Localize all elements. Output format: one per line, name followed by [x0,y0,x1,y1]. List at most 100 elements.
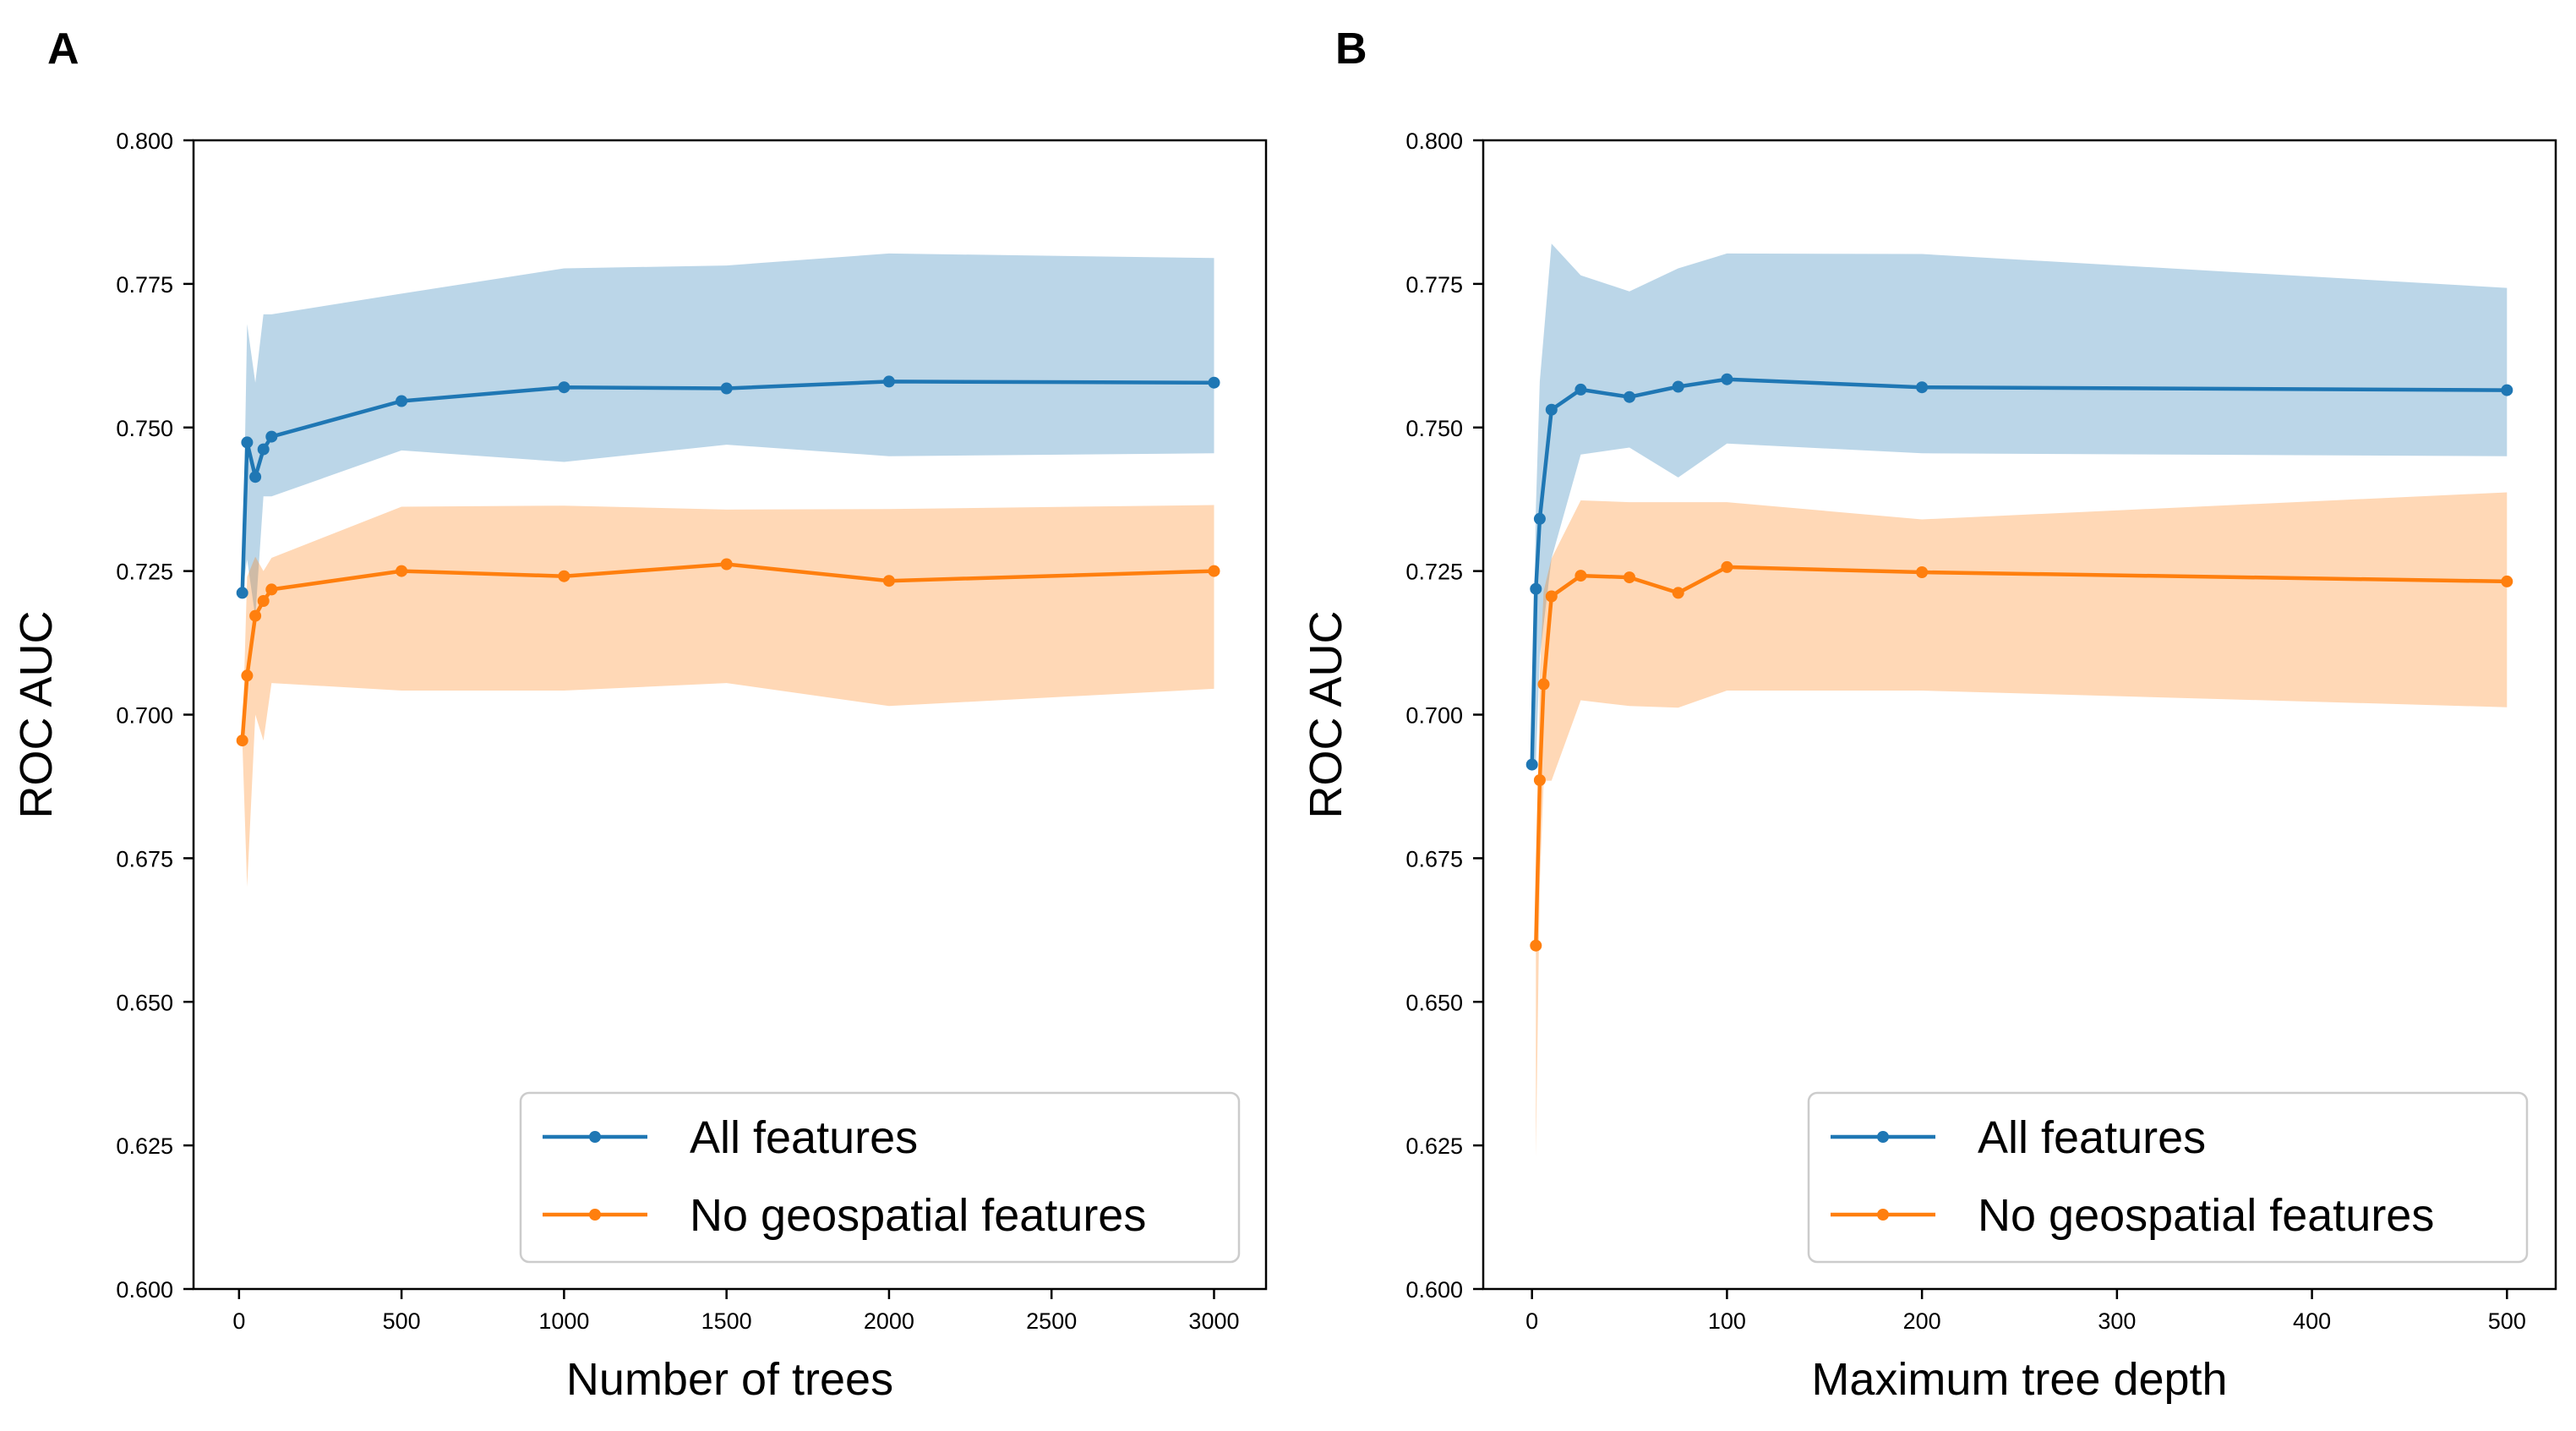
legend: All features No geospatial features [1807,1091,2529,1264]
confidence-band-no-geospatial [242,505,1214,888]
data-point-all-features [1721,373,1733,385]
y-axis-label: ROC AUC [11,610,62,818]
data-point-all-features [257,443,270,456]
confidence-band-all-features [242,253,1214,617]
x-tick-label: 500 [2488,1308,2526,1334]
data-point-no-geospatial [1533,774,1546,786]
data-point-all-features [236,587,248,599]
data-point-no-geospatial [558,570,570,582]
y-tick-label: 0.600 [1405,1277,1463,1303]
x-tick-label: 3000 [1188,1308,1239,1334]
legend-marker-all-features [1877,1131,1889,1143]
data-point-all-features [265,430,278,443]
y-tick-label: 0.775 [116,272,173,298]
data-point-all-features [249,471,262,483]
data-point-all-features [241,436,254,449]
data-point-all-features [1530,582,1542,595]
data-point-no-geospatial [1916,566,1929,578]
legend-label-all-features: All features [1978,1112,2206,1163]
data-point-all-features [1525,758,1538,771]
legend-label-no-geospatial: No geospatial features [1978,1190,2434,1241]
x-tick-label: 2000 [864,1308,914,1334]
data-point-all-features [1624,391,1635,403]
data-point-no-geospatial [1208,565,1220,577]
data-point-all-features [1545,403,1558,416]
y-tick-label: 0.625 [116,1133,173,1159]
panel-letter: B [1335,25,1367,74]
data-point-no-geospatial [1721,560,1733,573]
x-tick-label: 0 [232,1308,245,1334]
data-point-no-geospatial [2501,575,2513,587]
y-tick-label: 0.650 [1405,990,1463,1015]
x-tick-label: 1000 [538,1308,589,1334]
data-point-all-features [1575,383,1587,396]
legend: All features No geospatial features [519,1091,1241,1264]
x-tick-label: 300 [2098,1308,2136,1334]
data-point-all-features [720,382,733,395]
panel-letter: A [47,25,79,74]
data-point-no-geospatial [265,583,278,596]
x-tick-label: 0 [1525,1308,1538,1334]
data-point-no-geospatial [241,669,254,682]
legend-box [1807,1091,2529,1264]
x-tick-label: 500 [383,1308,421,1334]
data-point-no-geospatial [257,595,270,607]
data-point-no-geospatial [1575,570,1587,582]
x-tick-label: 2500 [1026,1308,1077,1334]
x-tick-label: 400 [2293,1308,2331,1334]
legend-box [519,1091,1241,1264]
legend-marker-no-geospatial [1877,1209,1889,1221]
data-point-all-features [1916,381,1929,394]
data-point-all-features [1533,512,1546,525]
data-point-no-geospatial [720,558,733,571]
y-tick-label: 0.725 [116,560,173,585]
data-point-no-geospatial [882,575,895,587]
series-line-no-geospatial [240,562,1216,743]
series-line-no-geospatial [1534,565,2509,948]
y-tick-label: 0.625 [1405,1133,1463,1159]
data-point-no-geospatial [1537,678,1550,691]
series-line-all-features [1530,377,2509,767]
confidence-band-no-geospatial [1536,492,2508,1157]
y-tick-label: 0.650 [116,990,173,1015]
y-tick-label: 0.675 [1405,846,1463,871]
data-point-all-features [882,375,895,388]
x-tick-label: 200 [1903,1308,1941,1334]
y-tick-label: 0.800 [116,128,173,154]
y-tick-label: 0.600 [116,1277,173,1303]
legend-marker-all-features [589,1131,601,1143]
y-tick-label: 0.700 [116,703,173,729]
data-point-all-features [558,381,570,394]
y-tick-label: 0.700 [1405,703,1463,729]
data-point-no-geospatial [249,609,262,622]
data-point-no-geospatial [1672,587,1684,599]
chart-panel-b: B 0 100 200 300 400 500 0.600 0.625 0.650 0.675 0.7… [1301,25,2557,1405]
data-point-all-features [2501,384,2513,396]
data-point-no-geospatial [1624,571,1635,584]
legend-label-all-features: All features [690,1112,918,1163]
x-tick-label: 100 [1708,1308,1746,1334]
y-tick-label: 0.800 [1405,128,1463,154]
y-axis-label: ROC AUC [1301,610,1351,818]
legend-label-no-geospatial: No geospatial features [690,1190,1146,1241]
x-axis-label: Maximum tree depth [1811,1354,2227,1405]
data-point-all-features [1208,376,1220,389]
confidence-band-all-features [1531,243,2508,765]
data-point-no-geospatial [1545,590,1558,603]
chart-panel-a: A 0 500 1000 1500 2000 2500 3000 0.600 0.625 0.650… [11,25,1268,1405]
data-point-no-geospatial [1530,939,1542,952]
y-tick-label: 0.750 [116,416,173,441]
data-point-no-geospatial [396,565,408,577]
y-tick-label: 0.725 [1405,560,1463,585]
y-tick-label: 0.775 [1405,272,1463,298]
series-line-all-features [240,380,1216,595]
x-axis-label: Number of trees [566,1354,893,1405]
x-tick-label: 1500 [701,1308,752,1334]
y-tick-label: 0.750 [1405,416,1463,441]
legend-marker-no-geospatial [589,1209,601,1221]
data-point-all-features [1672,380,1684,393]
data-point-no-geospatial [236,735,248,747]
data-point-all-features [396,395,408,407]
y-tick-label: 0.675 [116,846,173,871]
